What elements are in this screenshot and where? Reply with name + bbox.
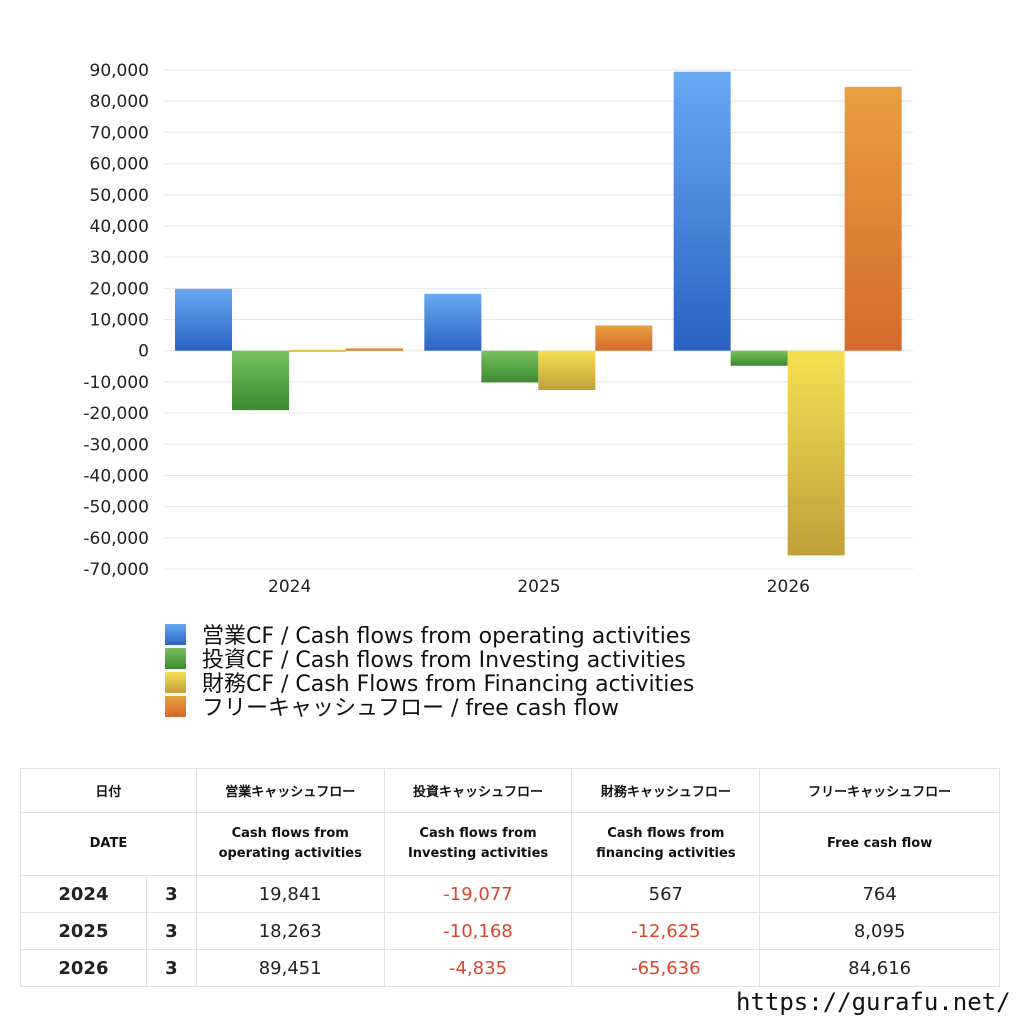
site-url[interactable]: https://gurafu.net/ <box>736 988 1011 1016</box>
row-operating: 89,451 <box>195 949 385 987</box>
header-investing-jp: 投資キャッシュフロー <box>383 768 573 813</box>
header-free-jp: フリーキャッシュフロー <box>759 768 1000 813</box>
row-year: 2026 <box>20 949 147 987</box>
bar-investing-2025 <box>481 350 539 383</box>
table-row: 2025 3 18,263 -10,168 -12,625 8,095 <box>20 912 1000 950</box>
bar-financing-2025 <box>538 350 596 391</box>
x-tick-label: 2025 <box>517 577 560 597</box>
header-date-jp: 日付 <box>20 768 197 813</box>
header-date-en: DATE <box>20 812 197 876</box>
y-tick-label: 50,000 <box>90 186 149 206</box>
bar-financing-2026 <box>787 350 845 556</box>
y-tick-label: -10,000 <box>83 373 149 393</box>
header-operating-en: Cash flows from operating activities <box>195 812 385 876</box>
y-tick-label: 20,000 <box>90 279 149 299</box>
bar-operating-2026 <box>673 71 731 351</box>
legend-label-financing: 財務CF / Cash Flows from Financing activit… <box>202 672 695 697</box>
row-free: 8,095 <box>759 912 1000 950</box>
row-financing: -65,636 <box>571 949 761 987</box>
bar-free-2026 <box>844 86 902 351</box>
row-year: 2024 <box>20 875 147 913</box>
header-operating-jp: 営業キャッシュフロー <box>195 768 385 813</box>
table-header-jp-row: 日付 営業キャッシュフロー 投資キャッシュフロー 財務キャッシュフロー フリーキ… <box>20 768 1000 813</box>
y-axis-tick-labels: 90,000 80,000 70,000 60,000 50,000 40,000 30,0… <box>83 61 149 580</box>
y-tick-label: -60,000 <box>83 529 149 549</box>
cash-flow-table: 日付 営業キャッシュフロー 投資キャッシュフロー 財務キャッシュフロー フリーキ… <box>20 768 1000 987</box>
legend-swatch-financing <box>165 671 186 693</box>
row-investing: -4,835 <box>383 949 573 987</box>
header-financing-jp: 財務キャッシュフロー <box>571 768 761 813</box>
y-tick-label: -70,000 <box>83 560 149 580</box>
x-axis-tick-labels: 2024 2025 2026 <box>268 577 810 597</box>
legend-label-operating: 営業CF / Cash flows from operating activit… <box>202 624 691 649</box>
y-tick-label: -40,000 <box>83 466 149 486</box>
row-month: 3 <box>145 949 197 987</box>
legend-item-free: フリーキャッシュフロー / free cash flow <box>165 694 694 721</box>
y-tick-label: 30,000 <box>90 248 149 268</box>
legend-item-financing: 財務CF / Cash Flows from Financing activit… <box>165 670 694 697</box>
y-tick-label: 70,000 <box>90 123 149 143</box>
row-investing: -10,168 <box>383 912 573 950</box>
y-tick-label: -30,000 <box>83 435 149 455</box>
row-financing: -12,625 <box>571 912 761 950</box>
chart-legend: 営業CF / Cash flows from operating activit… <box>165 622 694 721</box>
row-free: 764 <box>759 875 1000 913</box>
row-operating: 18,263 <box>195 912 385 950</box>
chart-bars <box>175 71 902 556</box>
y-tick-label: 60,000 <box>90 155 149 175</box>
bar-investing-2026 <box>730 350 788 366</box>
row-month: 3 <box>145 912 197 950</box>
row-free: 84,616 <box>759 949 1000 987</box>
y-tick-label: 10,000 <box>90 311 149 331</box>
legend-label-free: フリーキャッシュフロー / free cash flow <box>202 696 620 721</box>
legend-item-investing: 投資CF / Cash flows from Investing activit… <box>165 646 694 673</box>
cash-flow-bar-chart: 90,000 80,000 70,000 60,000 50,000 40,000 30,0… <box>83 61 913 597</box>
bar-operating-2025 <box>424 293 482 351</box>
bar-free-2025 <box>595 325 653 351</box>
y-tick-label: -50,000 <box>83 498 149 518</box>
row-investing: -19,077 <box>383 875 573 913</box>
y-tick-label: 40,000 <box>90 217 149 237</box>
bar-financing-2024 <box>289 349 346 352</box>
table-header-en-row: DATE Cash flows from operating activitie… <box>20 812 1000 876</box>
table-row: 2026 3 89,451 -4,835 -65,636 84,616 <box>20 949 1000 987</box>
header-free-en: Free cash flow <box>759 812 1000 876</box>
row-financing: 567 <box>571 875 761 913</box>
x-tick-label: 2024 <box>268 577 311 597</box>
legend-swatch-operating <box>165 623 186 645</box>
header-investing-en: Cash flows from Investing activities <box>383 812 573 876</box>
bar-operating-2024 <box>175 288 232 351</box>
legend-item-operating: 営業CF / Cash flows from operating activit… <box>165 622 694 649</box>
row-year: 2025 <box>20 912 147 950</box>
row-month: 3 <box>145 875 197 913</box>
y-tick-label: 80,000 <box>90 92 149 112</box>
legend-label-investing: 投資CF / Cash flows from Investing activit… <box>202 648 686 673</box>
bar-investing-2024 <box>232 350 289 411</box>
x-tick-label: 2026 <box>767 577 810 597</box>
y-tick-label: 90,000 <box>90 61 149 81</box>
row-operating: 19,841 <box>195 875 385 913</box>
legend-swatch-free <box>165 695 186 717</box>
table-row: 2024 3 19,841 -19,077 567 764 <box>20 875 1000 913</box>
y-tick-label: -20,000 <box>83 404 149 424</box>
y-tick-label: 0 <box>138 342 149 362</box>
legend-swatch-investing <box>165 647 186 669</box>
bar-free-2024 <box>346 348 403 351</box>
header-financing-en: Cash flows from financing activities <box>571 812 761 876</box>
